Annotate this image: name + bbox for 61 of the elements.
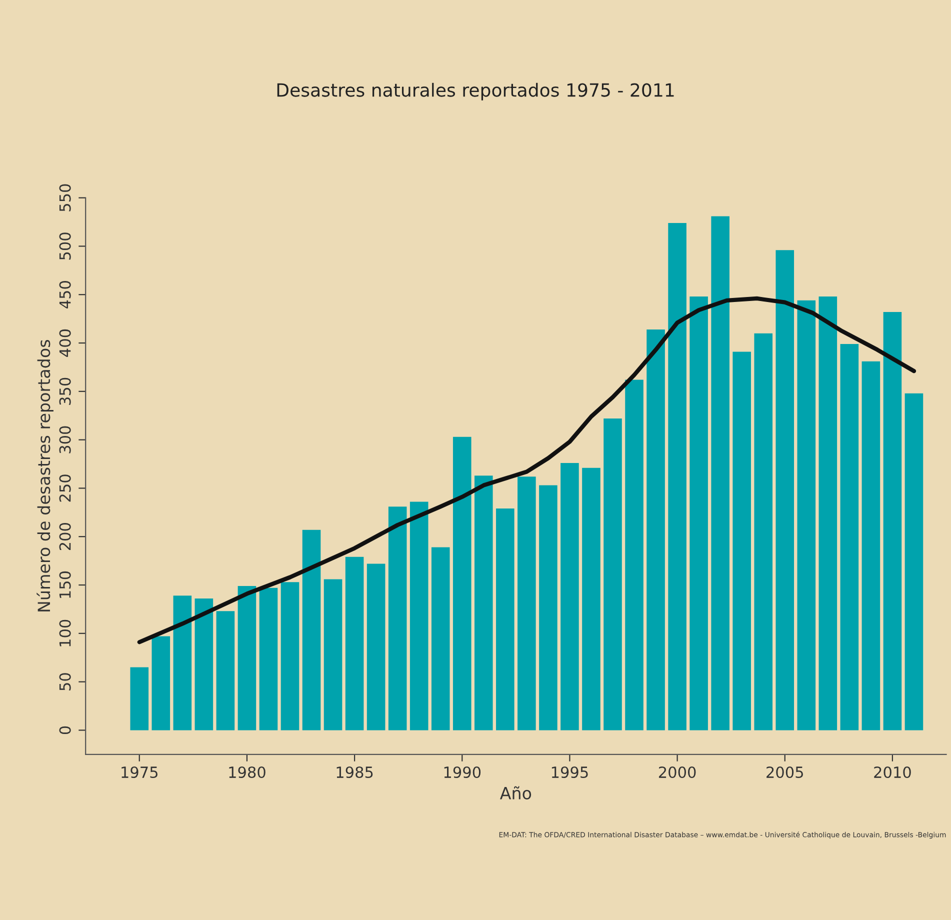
x-tick-label: 1990	[444, 766, 481, 778]
x-tick-label: 2000	[658, 766, 696, 778]
x-tick-label: 1985	[336, 766, 373, 778]
y-tick-label: 200	[59, 523, 71, 550]
bar	[711, 216, 730, 730]
bar	[410, 502, 428, 730]
bar	[452, 436, 472, 730]
bar	[776, 250, 794, 730]
bar	[345, 556, 364, 730]
bar	[388, 506, 407, 730]
bar	[518, 476, 536, 730]
x-tick-label: 2005	[766, 766, 803, 778]
bar	[883, 312, 902, 730]
y-tick-label: 500	[59, 232, 71, 260]
bar	[668, 222, 686, 730]
bar	[431, 547, 450, 730]
y-tick-label: 450	[59, 281, 71, 308]
bar	[797, 300, 816, 730]
bar	[130, 667, 149, 730]
bar	[302, 530, 321, 730]
y-tick-label: 550	[59, 184, 71, 212]
x-tick-label: 1975	[122, 766, 158, 778]
bar	[496, 508, 514, 730]
bar	[690, 296, 708, 730]
y-tick-label: 400	[59, 329, 71, 357]
x-tick-label: 1995	[552, 766, 588, 778]
bar	[474, 476, 493, 730]
bar	[646, 329, 665, 730]
bar	[539, 485, 558, 730]
y-tick-label: 50	[59, 673, 71, 690]
bar	[818, 296, 838, 730]
y-tick-label: 150	[59, 571, 71, 598]
bar	[238, 586, 256, 730]
bar	[604, 418, 622, 730]
bar	[366, 564, 386, 730]
y-tick-label: 100	[59, 620, 71, 646]
bar	[862, 361, 880, 730]
bar	[152, 636, 170, 730]
y-tick-label: 300	[59, 426, 71, 454]
y-tick-label: 350	[59, 378, 71, 405]
x-tick-label: 2010	[874, 766, 911, 778]
y-tick-label: 0	[59, 726, 71, 734]
chart-title: Desastres naturales reportados 1975 - 2011	[277, 82, 674, 100]
x-tick-label: 1980	[229, 766, 266, 778]
bar	[216, 611, 235, 730]
bar	[324, 579, 342, 730]
bar	[732, 352, 751, 730]
bar	[194, 598, 214, 730]
bar	[840, 344, 859, 730]
bar	[904, 393, 924, 730]
bar	[582, 468, 600, 730]
x-axis-title: Año	[500, 786, 532, 800]
bar	[280, 582, 300, 730]
bar	[754, 333, 772, 730]
bar	[259, 588, 278, 730]
y-axis-title: Número de desastres reportados	[36, 340, 54, 612]
bar	[625, 380, 644, 730]
y-tick-label: 250	[59, 474, 71, 502]
line-series	[137, 296, 916, 644]
bar	[173, 596, 192, 730]
bar	[560, 463, 579, 730]
